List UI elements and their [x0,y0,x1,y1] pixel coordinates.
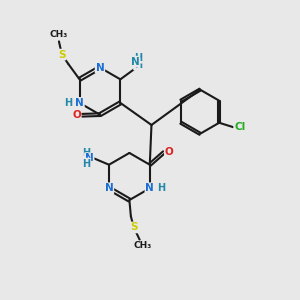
Text: H: H [157,183,165,193]
Text: Cl: Cl [234,122,245,132]
Text: N: N [146,183,154,193]
Text: H: H [134,53,142,63]
Text: S: S [130,222,138,233]
Text: CH₃: CH₃ [50,30,68,39]
Text: H: H [134,60,142,70]
Text: N: N [105,183,113,193]
Text: H: H [82,148,90,158]
Text: O: O [165,147,174,158]
Text: H: H [82,158,90,169]
Text: H: H [64,98,72,108]
Text: O: O [72,110,81,120]
Text: N: N [96,63,104,73]
Text: N: N [75,98,84,108]
Text: S: S [58,50,66,60]
Text: N: N [131,57,140,67]
Text: CH₃: CH₃ [134,241,152,250]
Text: N: N [85,153,94,163]
